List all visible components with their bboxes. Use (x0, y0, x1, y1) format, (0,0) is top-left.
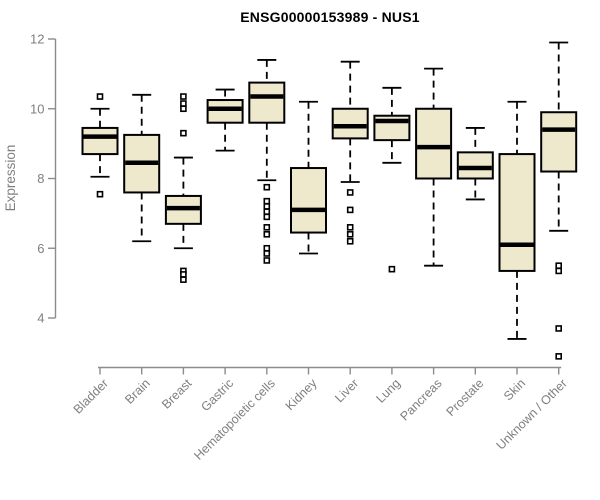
iqr-box (415, 107, 453, 180)
outlier-point (96, 190, 104, 198)
outlier-point (180, 105, 187, 113)
boxplot-hematopoietic-cells (248, 59, 286, 264)
iqr-box (456, 151, 494, 180)
outlier-point (180, 129, 187, 137)
x-category-label: Liver (332, 376, 361, 405)
outlier-point (263, 257, 271, 264)
boxplot-gastric (206, 88, 244, 152)
y-tick-label: 8 (37, 171, 44, 186)
x-category-label: Unknown / Other (494, 376, 570, 452)
outlier-point (263, 197, 271, 205)
y-tick-label: 4 (37, 311, 44, 326)
x-category-label: Brain (122, 376, 153, 407)
outlier-point (263, 183, 271, 191)
iqr-box (248, 81, 286, 124)
outlier-point (180, 271, 187, 278)
outlier-point (263, 231, 271, 238)
outlier-point (555, 262, 563, 269)
outlier-point (555, 353, 563, 360)
x-category-label: Pancreas (397, 376, 444, 423)
iqr-box (290, 167, 327, 234)
x-category-label: Prostate (444, 376, 487, 419)
boxplot-pancreas (415, 67, 453, 267)
outlier-point (263, 250, 271, 257)
outlier-point (180, 276, 187, 283)
x-category-label: Hematopoietic cells (191, 376, 278, 463)
y-tick-label: 12 (30, 32, 44, 47)
y-axis-title: Expression (3, 145, 18, 212)
boxplot-bladder (81, 93, 119, 198)
iqr-box (206, 99, 244, 124)
boxplot-lung (373, 86, 411, 273)
boxplot-skin (498, 100, 536, 340)
outlier-point (180, 93, 187, 100)
x-category-label: Breast (159, 376, 195, 412)
outlier-point (180, 100, 187, 107)
y-tick-label: 10 (30, 101, 44, 116)
outlier-point (346, 224, 354, 231)
x-category-label: Gastric (198, 376, 236, 414)
outlier-point (388, 265, 396, 273)
boxplot-liver (331, 60, 369, 245)
y-tick-label: 6 (37, 241, 44, 256)
outlier-point (263, 244, 271, 252)
boxplot-kidney (290, 100, 327, 255)
x-category-label: Bladder (71, 376, 111, 416)
x-category-label: Skin (501, 376, 528, 403)
outlier-point (346, 231, 354, 238)
boxplot-brain (123, 93, 161, 243)
outlier-point (263, 208, 271, 215)
outlier-point (555, 325, 563, 332)
chart-title: ENSG00000153989 - NUS1 (240, 9, 420, 25)
outlier-point (346, 237, 354, 245)
outlier-point (263, 203, 271, 210)
outlier-point (263, 224, 271, 231)
boxplot-breast (164, 93, 202, 283)
outlier-point (346, 189, 354, 196)
iqr-box (81, 126, 119, 156)
boxplot-prostate (456, 127, 494, 201)
iqr-box (540, 111, 578, 173)
boxplot-unknown-other (540, 41, 578, 360)
iqr-box (331, 107, 369, 140)
boxplots-layer (81, 41, 578, 360)
iqr-box (498, 153, 536, 272)
outlier-point (346, 206, 354, 214)
outlier-point (96, 93, 104, 100)
outlier-point (263, 213, 271, 221)
x-category-label: Lung (373, 376, 403, 406)
axes-layer: 4 6 8 10 12 Bladder Brain Breast GastricHematopo… (30, 32, 570, 463)
outlier-point (555, 267, 563, 275)
x-category-label: Kidney (283, 376, 320, 413)
